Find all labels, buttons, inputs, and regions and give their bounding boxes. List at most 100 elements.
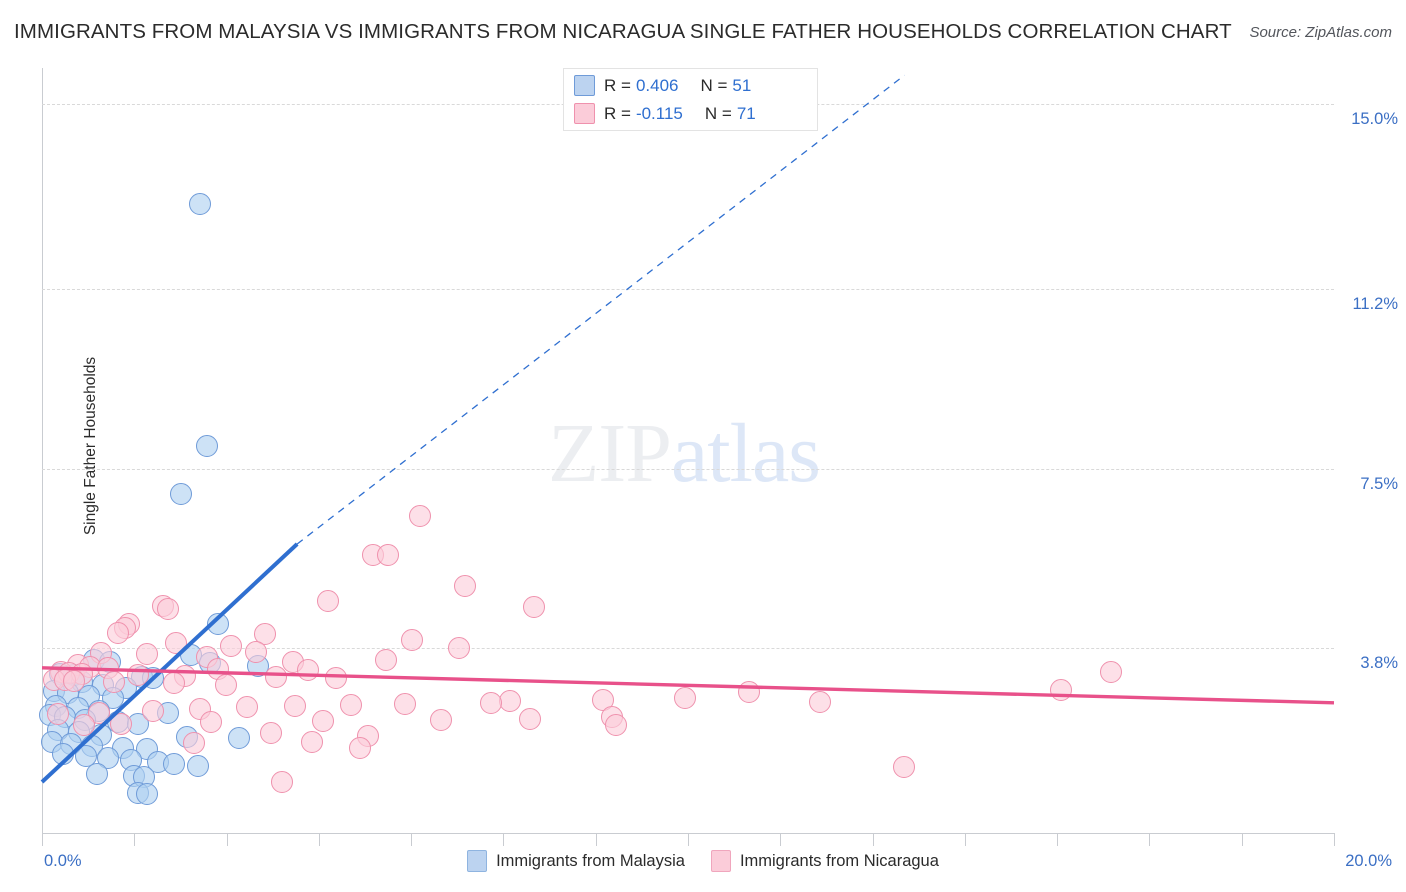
data-point-nicaragua[interactable]: [126, 663, 149, 686]
r-value-nicaragua: -0.115: [635, 103, 683, 123]
r-key-nicaragua: R =: [604, 103, 631, 123]
data-point-nicaragua[interactable]: [163, 672, 186, 695]
data-point-nicaragua[interactable]: [271, 771, 294, 793]
y-axis-tick-label: 3.8%: [1360, 654, 1398, 673]
x-axis-tick: [134, 833, 136, 846]
data-point-nicaragua[interactable]: [312, 710, 334, 733]
data-point-malaysia[interactable]: [187, 754, 210, 777]
x-axis-tick: [688, 833, 689, 846]
data-point-malaysia[interactable]: [188, 192, 211, 215]
series-legend-item-nicaragua[interactable]: Immigrants from Nicaragua: [710, 850, 939, 872]
watermark: ZIPatlas: [548, 405, 821, 502]
data-point-nicaragua[interactable]: [479, 691, 502, 714]
data-point-nicaragua[interactable]: [316, 590, 339, 613]
data-point-nicaragua[interactable]: [236, 695, 259, 718]
n-key-nicaragua: N =: [704, 103, 732, 123]
data-point-nicaragua[interactable]: [893, 756, 916, 779]
data-point-nicaragua[interactable]: [809, 690, 832, 713]
data-point-nicaragua[interactable]: [219, 635, 242, 657]
data-point-nicaragua[interactable]: [604, 714, 627, 737]
stats-legend-row-nicaragua: R = -0.115 N = 71: [574, 101, 807, 127]
data-point-nicaragua[interactable]: [518, 707, 541, 730]
r-value-malaysia: 0.406: [635, 75, 679, 95]
data-point-nicaragua[interactable]: [142, 699, 165, 722]
data-point-nicaragua[interactable]: [523, 596, 546, 619]
series-swatch-nicaragua: [710, 850, 731, 872]
page-title: IMMIGRANTS FROM MALAYSIA VS IMMIGRANTS F…: [14, 20, 1232, 43]
gridline: [42, 289, 1334, 290]
x-axis-tick: [1057, 833, 1059, 846]
data-point-nicaragua[interactable]: [264, 665, 287, 688]
y-axis-tick-label: 7.5%: [1360, 474, 1398, 493]
data-point-nicaragua[interactable]: [182, 732, 205, 755]
y-axis-tick-label: 15.0%: [1351, 110, 1398, 129]
data-point-nicaragua[interactable]: [400, 629, 423, 652]
data-point-malaysia[interactable]: [135, 783, 158, 806]
gridline: [42, 648, 1334, 650]
y-axis-tick-label: 11.2%: [1352, 295, 1398, 313]
data-point-nicaragua[interactable]: [109, 712, 132, 735]
x-axis-tick: [872, 833, 874, 846]
data-point-nicaragua[interactable]: [738, 681, 761, 704]
data-point-nicaragua[interactable]: [135, 643, 158, 666]
n-value-nicaragua: 71: [736, 103, 756, 123]
x-axis-tick: [595, 833, 597, 846]
plot-area: ZIPatlas: [38, 68, 1334, 833]
data-point-nicaragua[interactable]: [374, 649, 397, 672]
data-point-nicaragua[interactable]: [376, 544, 399, 567]
x-axis-tick: [780, 833, 782, 846]
watermark-atlas: atlas: [671, 407, 821, 500]
series-legend: Immigrants from Malaysia Immigrants from…: [0, 850, 1406, 872]
data-point-nicaragua[interactable]: [348, 737, 371, 759]
data-point-nicaragua[interactable]: [72, 714, 95, 737]
data-point-nicaragua[interactable]: [107, 621, 130, 644]
x-axis-tick: [1241, 833, 1243, 846]
data-point-nicaragua[interactable]: [297, 658, 320, 681]
stats-legend: R = 0.406 N = 51 R = -0.115 N = 71: [563, 68, 818, 131]
x-axis-tick: [42, 833, 43, 846]
data-point-nicaragua[interactable]: [1050, 678, 1073, 701]
r-key-malaysia: R =: [604, 75, 631, 95]
data-point-malaysia[interactable]: [228, 726, 251, 749]
data-point-malaysia[interactable]: [163, 753, 186, 776]
data-point-nicaragua[interactable]: [200, 711, 223, 734]
n-value-malaysia: 51: [732, 75, 752, 95]
data-point-nicaragua[interactable]: [454, 575, 477, 598]
data-point-nicaragua[interactable]: [447, 637, 470, 660]
data-point-nicaragua[interactable]: [260, 722, 283, 745]
data-point-nicaragua[interactable]: [301, 730, 324, 753]
x-axis-min-label: 0.0%: [44, 852, 82, 870]
x-axis-tick: [503, 833, 505, 846]
series-label-nicaragua: Immigrants from Nicaragua: [739, 851, 939, 870]
series-legend-item-malaysia[interactable]: Immigrants from Malaysia: [467, 850, 685, 872]
data-point-nicaragua[interactable]: [408, 505, 431, 528]
data-point-malaysia[interactable]: [85, 762, 108, 785]
data-point-nicaragua[interactable]: [1100, 660, 1123, 683]
data-point-malaysia[interactable]: [206, 613, 229, 636]
gridline: [42, 468, 1334, 470]
data-point-nicaragua[interactable]: [339, 693, 362, 716]
x-axis-tick: [1334, 833, 1335, 846]
data-point-malaysia[interactable]: [195, 434, 218, 457]
data-point-nicaragua[interactable]: [673, 686, 696, 709]
data-point-nicaragua[interactable]: [394, 692, 417, 715]
data-point-nicaragua[interactable]: [165, 631, 188, 654]
series-swatch-malaysia: [467, 850, 488, 872]
data-point-nicaragua[interactable]: [284, 694, 307, 717]
stats-legend-row-malaysia: R = 0.406 N = 51: [574, 73, 807, 99]
series-label-malaysia: Immigrants from Malaysia: [496, 851, 685, 870]
data-point-malaysia[interactable]: [51, 743, 74, 766]
data-point-nicaragua[interactable]: [156, 597, 179, 620]
data-point-nicaragua[interactable]: [215, 673, 238, 696]
legend-swatch-nicaragua: [574, 103, 595, 124]
data-point-nicaragua[interactable]: [430, 709, 453, 732]
x-axis-tick: [411, 833, 413, 846]
data-point-nicaragua[interactable]: [499, 689, 522, 712]
data-point-nicaragua[interactable]: [324, 666, 347, 689]
x-axis-tick: [318, 833, 320, 846]
source-attribution: Source: ZipAtlas.com: [1249, 24, 1392, 41]
x-axis-tick: [964, 833, 966, 846]
data-point-malaysia[interactable]: [169, 482, 192, 505]
y-axis-line: [42, 68, 43, 833]
